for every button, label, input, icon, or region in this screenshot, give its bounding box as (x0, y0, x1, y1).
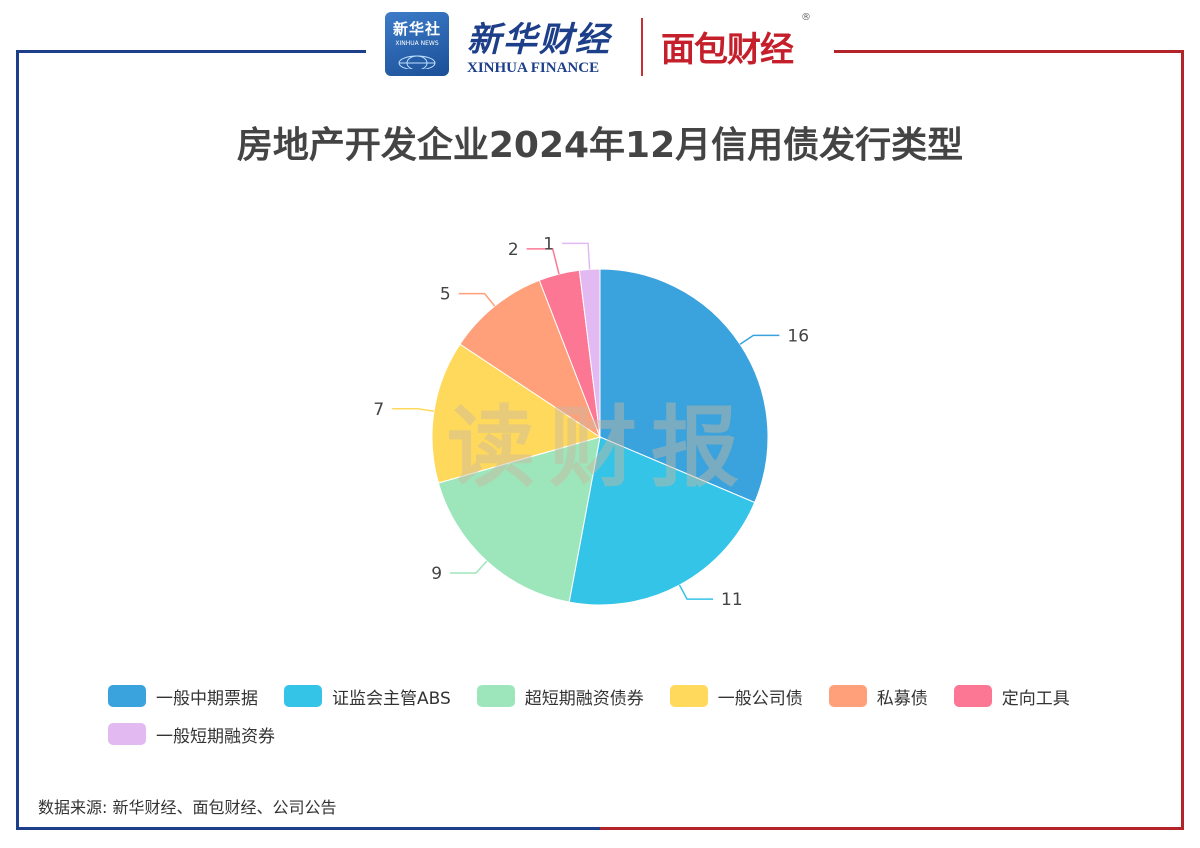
xinhua-finance-logo-en: XINHUA FINANCE (467, 60, 600, 76)
pie-slice (599, 268, 769, 504)
chart-title: 房地产开发企业2024年12月信用债发行类型 (236, 125, 964, 166)
mianbao-finance-logo: 面包财经 (661, 30, 794, 70)
frame-bottom-line (16, 827, 1184, 830)
legend-item: 一般中期票据 (108, 684, 258, 709)
frame-left-line (16, 50, 19, 830)
pie-slice (431, 343, 602, 484)
leader-line (392, 408, 435, 412)
legend-label: 一般公司债 (717, 688, 803, 709)
legend-label: 私募债 (876, 688, 928, 709)
legend-item: 一般公司债 (669, 684, 803, 709)
xinhua-news-logo: 新华社 XINHUA NEWS (385, 12, 449, 76)
xinhua-finance-logo-cn: 新华财经 (467, 20, 611, 60)
leader-line (562, 242, 591, 270)
leader-line (458, 292, 496, 307)
legend-label: 证监会主管ABS (332, 688, 451, 709)
legend-item: 私募债 (828, 684, 928, 709)
legend-item: 一般短期融资券 (108, 722, 275, 747)
data-source-note: 数据来源: 新华财经、面包财经、公司公告 (38, 798, 337, 817)
legend-swatch (284, 685, 322, 707)
leader-line (450, 560, 488, 574)
leader-line (739, 334, 780, 345)
legend-label: 定向工具 (1001, 688, 1070, 709)
data-label: 9 (431, 564, 442, 584)
frame-top-left-line (16, 50, 366, 53)
legend-swatch (953, 685, 992, 707)
legend-label: 一般短期融资券 (156, 726, 275, 747)
legend-swatch (108, 723, 146, 745)
pie-slice (459, 279, 602, 439)
legend-item: 定向工具 (953, 684, 1070, 709)
leader-line (526, 248, 560, 275)
leader-line (678, 584, 714, 600)
legend-item: 超短期融资债券 (476, 684, 644, 709)
watermark: 读财报 (447, 396, 753, 499)
legend-swatch (669, 685, 708, 707)
legend-item: 证监会主管ABS (284, 684, 451, 709)
header-logos: 新华社 XINHUA NEWS 新华财经 XINHUA FINANCE 面包财经… (385, 12, 825, 80)
legend-label: 超短期融资债券 (524, 688, 644, 709)
data-label: 1 (543, 234, 554, 254)
pie-leader-lines (392, 242, 780, 600)
frame-right-line (1181, 50, 1184, 830)
xinhua-badge-en: XINHUA NEWS (395, 40, 439, 47)
frame-top-right-line (834, 50, 1184, 53)
pie-slice (437, 436, 601, 603)
data-label: 7 (373, 400, 384, 420)
data-label: 11 (721, 590, 743, 610)
legend-swatch (476, 685, 515, 707)
logo-divider (641, 18, 643, 76)
legend-label: 一般中期票据 (156, 688, 258, 709)
legend-swatch (828, 685, 867, 707)
data-label: 2 (508, 240, 519, 260)
pie-data-labels: 16 11 9 7 5 2 1 (373, 234, 809, 610)
data-label: 5 (440, 285, 451, 305)
pie-slice (568, 436, 756, 606)
data-label: 16 (787, 326, 809, 346)
legend-swatch (108, 685, 146, 707)
registered-mark: ® (801, 12, 811, 23)
xinhua-badge-cn: 新华社 (392, 20, 441, 38)
pie-slices (431, 268, 769, 606)
